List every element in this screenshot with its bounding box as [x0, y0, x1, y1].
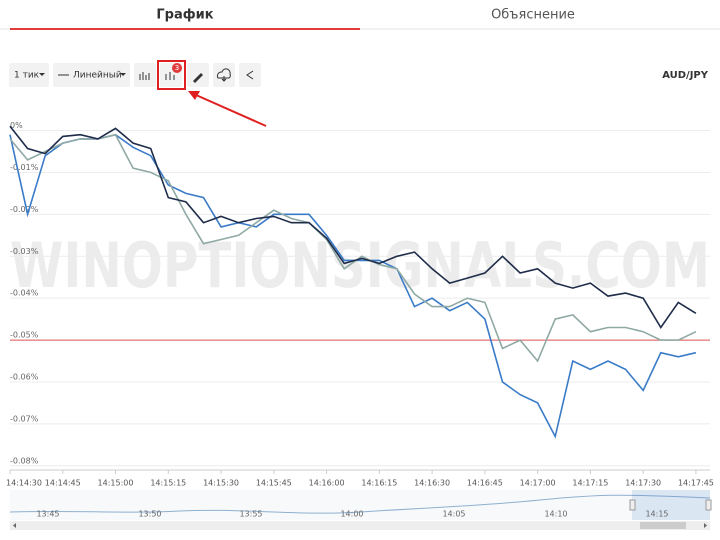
style-button[interactable]	[53, 63, 130, 87]
dropdown-icon	[120, 73, 126, 76]
y-tick-label: -0.01%	[10, 163, 39, 172]
pencil-icon	[193, 73, 203, 83]
series-line	[9, 133, 697, 363]
navigator-label: 13:55	[239, 510, 262, 519]
navigator-handle[interactable]	[705, 499, 712, 511]
arrow-head	[188, 91, 200, 100]
x-tick-label: 14:16:45	[467, 479, 503, 488]
x-tick-label: 14:16:30	[414, 479, 450, 488]
scrollbar-thumb[interactable]	[640, 522, 686, 529]
interval-label: 1 тик	[14, 71, 40, 81]
tab-explanation[interactable]: Объяснение	[491, 8, 575, 23]
navigator-line	[9, 494, 711, 514]
watermark: WINOPTIONSIGNALS.COM	[10, 229, 710, 302]
cloud-icon	[216, 68, 231, 82]
y-tick-label: -0.03%	[10, 247, 39, 256]
y-tick-label: -0.05%	[10, 331, 39, 340]
y-tick-label: -0.04%	[10, 289, 39, 298]
navigator-label: 14:05	[442, 510, 465, 519]
navigator-label: 14:00	[340, 510, 363, 519]
x-tick-label: 14:17:30	[625, 479, 661, 488]
symbol: AUD/JPY	[662, 70, 709, 81]
x-tick-label: 14:16:00	[309, 479, 345, 488]
navigator-label: 14:15	[645, 510, 668, 519]
indicators-icon	[139, 72, 150, 80]
dropdown-icon	[39, 73, 45, 76]
x-tick-label: 14:16:15	[361, 479, 397, 488]
share-button[interactable]	[239, 63, 261, 87]
indicators-button[interactable]	[134, 63, 156, 87]
style-label: Линейный	[73, 71, 122, 81]
navigator-label: 14:10	[544, 510, 567, 519]
share-icon	[246, 70, 254, 80]
tab-chart[interactable]: График	[156, 8, 213, 23]
x-tick-label: 14:14:45	[45, 479, 81, 488]
x-tick-label: 14:15:45	[256, 479, 292, 488]
plot: 0% -0.01% -0.02% -0.03% -0.04% -0.05% -0.06% -0…	[6, 121, 714, 487]
x-tick-label: 14:14:30	[6, 479, 42, 488]
x-tick-label: 14:15:30	[203, 479, 239, 488]
navigator-label: 13:45	[36, 510, 59, 519]
navigator: 13:45 13:50 13:55 14:00 14:05 14:10 14:1…	[9, 490, 712, 530]
x-tick-label: 14:17:00	[520, 479, 556, 488]
series-line	[9, 125, 697, 329]
x-tick-label: 14:15:15	[150, 479, 186, 488]
navigator-area	[10, 490, 710, 520]
annotation-arrow	[188, 91, 267, 127]
y-tick-label: -0.02%	[10, 205, 39, 214]
navigator-handle[interactable]	[629, 499, 636, 511]
compare-icon	[165, 72, 175, 80]
badge-count: 3	[175, 64, 179, 72]
x-tick-label: 14:17:45	[678, 479, 714, 488]
download-button[interactable]	[213, 63, 235, 87]
y-tick-label: 0%	[10, 121, 23, 130]
x-tick-label: 14:17:15	[572, 479, 608, 488]
y-tick-label: -0.06%	[10, 372, 39, 381]
x-tick-label: 14:15:00	[98, 479, 134, 488]
badge	[172, 63, 182, 73]
scrollbar[interactable]	[10, 521, 710, 530]
toolbar: 1 тик Линейный 3 AUD/JPY	[9, 60, 709, 90]
navigator-label: 13:50	[138, 510, 161, 519]
y-tick-label: -0.08%	[10, 456, 39, 465]
y-tick-label: -0.07%	[10, 414, 39, 423]
navigator-window[interactable]	[632, 490, 710, 520]
arrow-line	[195, 94, 267, 127]
highlight-box	[157, 60, 186, 90]
interval-button[interactable]	[9, 63, 49, 87]
draw-button[interactable]	[187, 63, 209, 87]
